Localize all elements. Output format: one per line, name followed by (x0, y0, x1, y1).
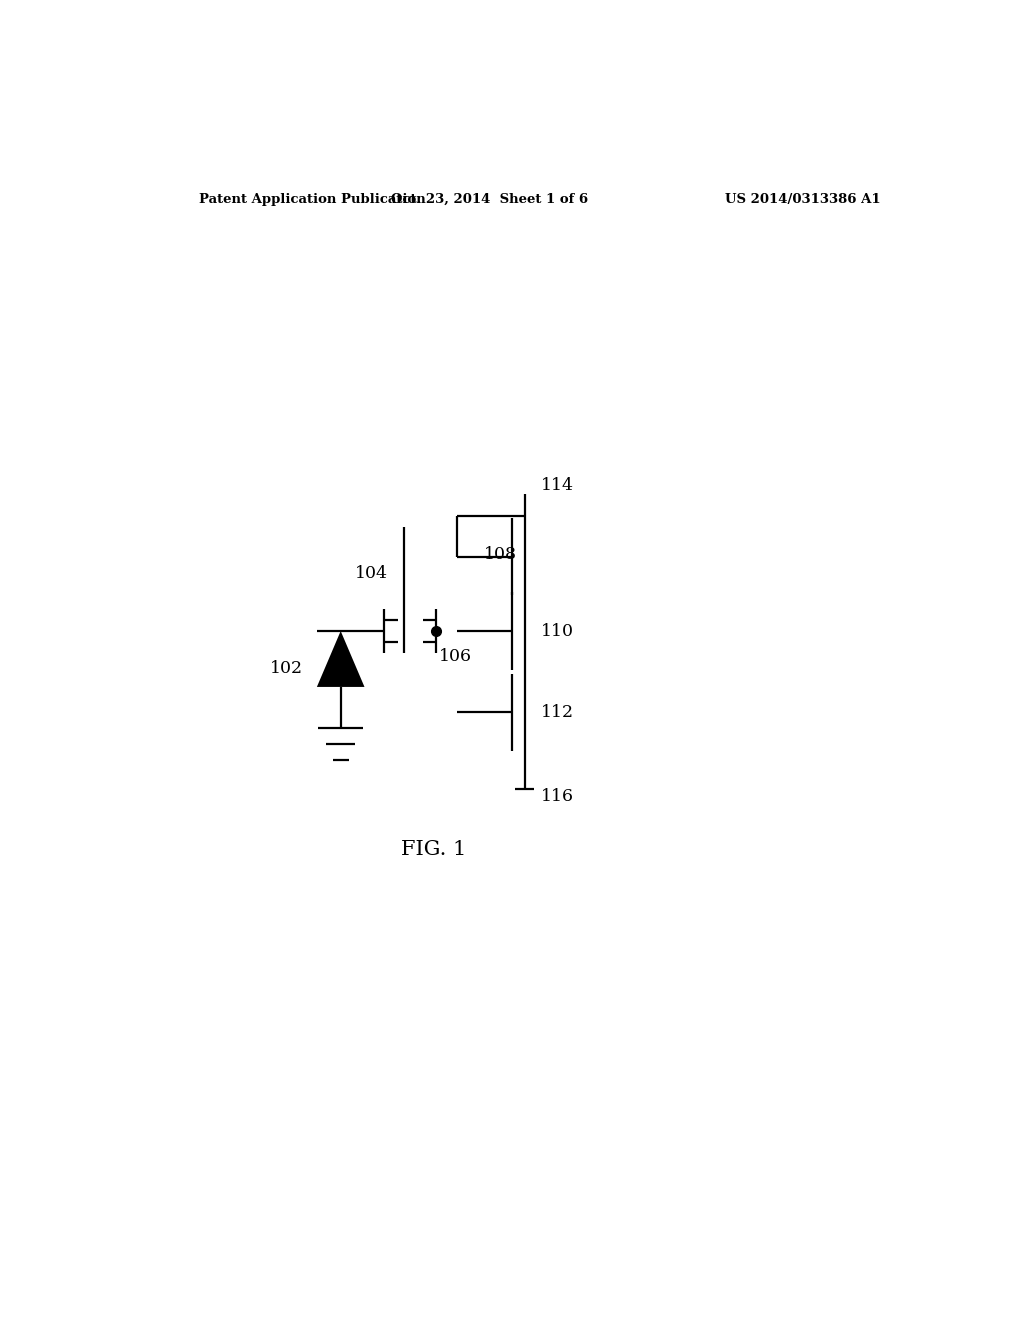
Text: 102: 102 (269, 660, 303, 677)
Text: 112: 112 (541, 704, 573, 721)
Text: Oct. 23, 2014  Sheet 1 of 6: Oct. 23, 2014 Sheet 1 of 6 (390, 193, 588, 206)
Text: FIG. 1: FIG. 1 (400, 840, 466, 859)
Text: 108: 108 (483, 546, 516, 564)
Text: 114: 114 (541, 478, 573, 494)
Text: 104: 104 (355, 565, 388, 582)
Text: 110: 110 (541, 623, 573, 639)
Text: 106: 106 (439, 648, 472, 665)
Text: 116: 116 (541, 788, 573, 805)
Text: Patent Application Publication: Patent Application Publication (200, 193, 426, 206)
Text: US 2014/0313386 A1: US 2014/0313386 A1 (725, 193, 881, 206)
Polygon shape (316, 631, 365, 686)
